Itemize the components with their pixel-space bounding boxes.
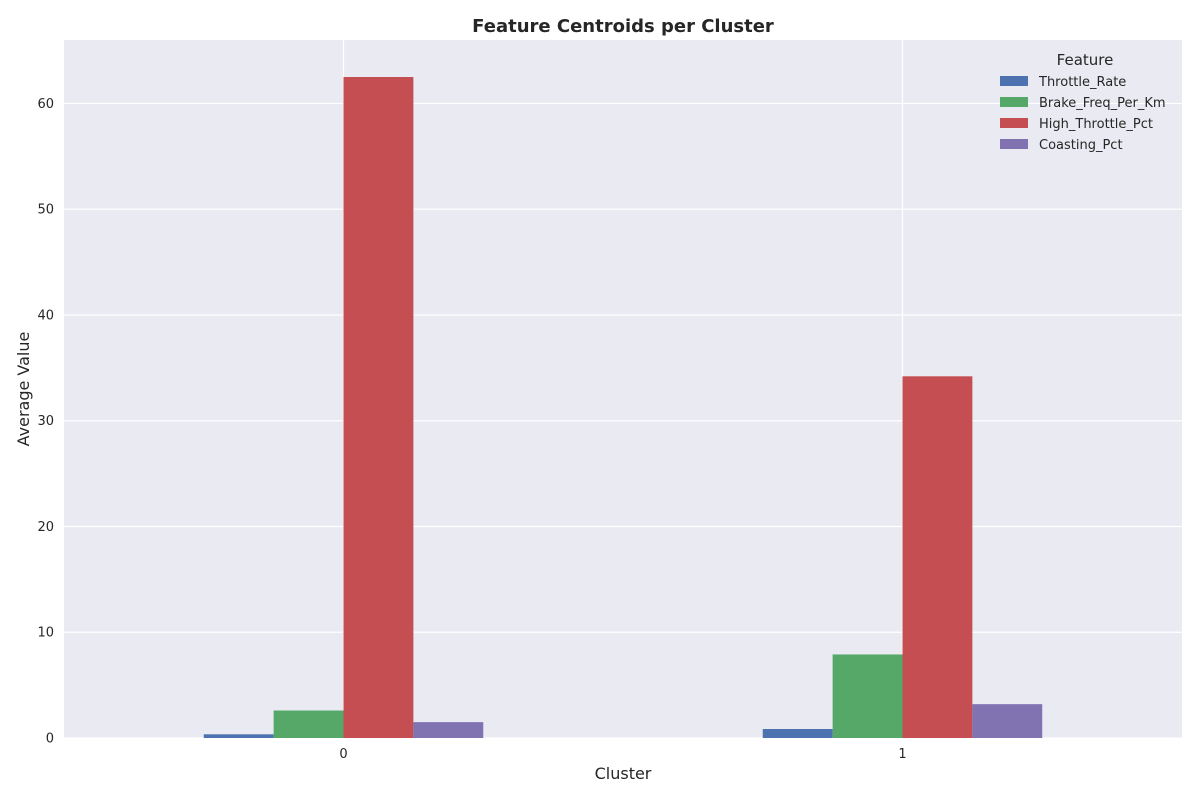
y-axis-label: Average Value: [14, 332, 33, 447]
x-tick-label: 0: [339, 747, 347, 762]
bar-high-throttle-pct-cluster-0: [343, 77, 414, 739]
y-tick-label: 10: [37, 626, 54, 641]
legend-entry-label: Coasting_Pct: [1039, 138, 1123, 153]
y-tick-label: 60: [37, 97, 54, 112]
legend-entry-label: Brake_Freq_Per_Km: [1039, 96, 1166, 111]
y-tick-label: 0: [46, 732, 54, 747]
legend-swatch: [1000, 97, 1028, 107]
x-axis-label: Cluster: [595, 764, 652, 783]
bar-throttle-rate-cluster-0: [203, 734, 274, 738]
y-tick-label: 30: [37, 414, 54, 429]
y-tick-label: 20: [37, 520, 54, 535]
legend-swatch: [1000, 139, 1028, 149]
bar-brake-freq-per-km-cluster-1: [832, 654, 903, 738]
y-tick-label: 40: [37, 308, 54, 323]
legend-swatch: [1000, 118, 1028, 128]
legend-title: Feature: [1057, 51, 1114, 69]
bar-high-throttle-pct-cluster-1: [902, 376, 973, 738]
y-tick-label: 50: [37, 203, 54, 218]
legend-swatch: [1000, 76, 1028, 86]
bar-coasting-pct-cluster-0: [413, 722, 484, 738]
legend-entry-label: Throttle_Rate: [1038, 75, 1126, 90]
x-tick-label: 1: [898, 747, 906, 762]
bar-coasting-pct-cluster-1: [972, 704, 1043, 738]
bar-brake-freq-per-km-cluster-0: [273, 710, 344, 738]
plot-area: 0 10 20 30 40 50 60 0 1: [37, 40, 1182, 762]
plot-background: [64, 40, 1182, 738]
bar-throttle-rate-cluster-1: [762, 729, 833, 738]
legend: Feature Throttle_Rate Brake_Freq_Per_Km Hi…: [1000, 51, 1166, 153]
chart-title: Feature Centroids per Cluster: [472, 16, 774, 37]
legend-entry-label: High_Throttle_Pct: [1039, 117, 1153, 132]
